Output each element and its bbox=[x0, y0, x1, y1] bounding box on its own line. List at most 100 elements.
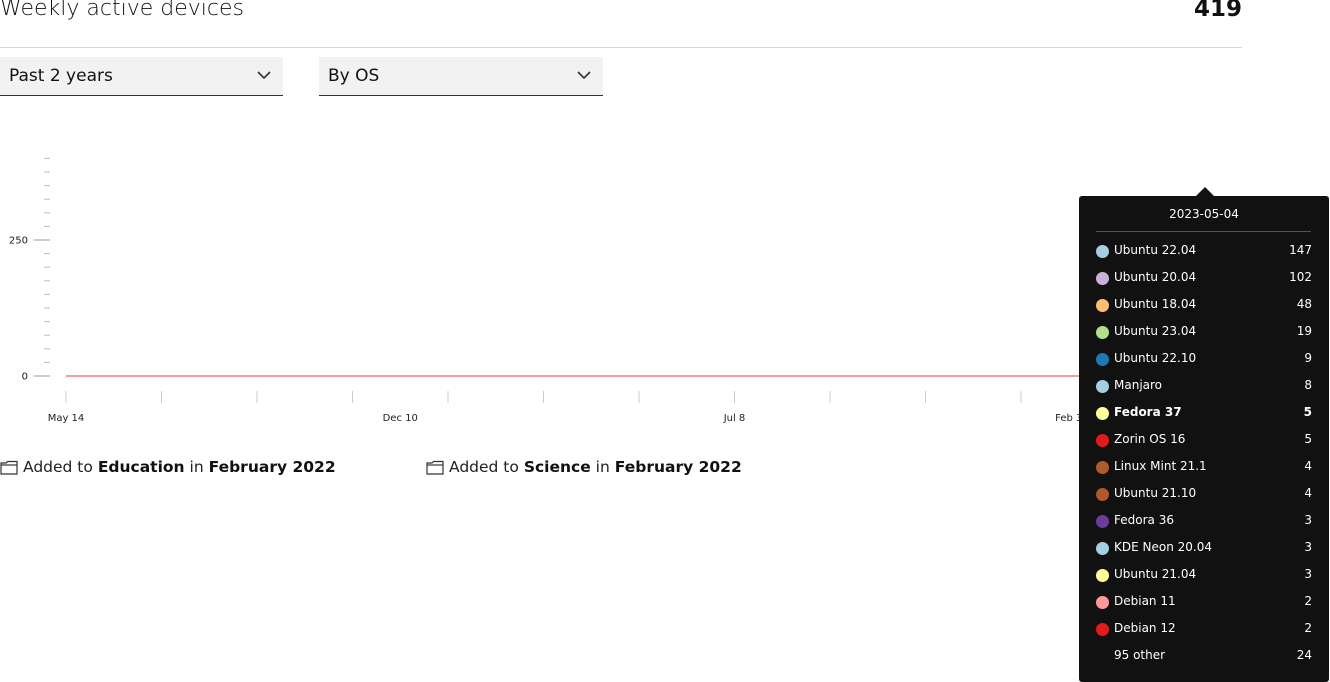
area-series-7 bbox=[65, 373, 1230, 377]
chart-tooltip: 2023-05-04 Ubuntu 22.04 147 Ubuntu 20.04 10… bbox=[1079, 187, 1329, 682]
annotation-category: Education bbox=[97, 458, 185, 476]
legend-swatch bbox=[1096, 353, 1109, 366]
tooltip-series-name: Ubuntu 21.04 bbox=[1114, 567, 1197, 581]
tooltip-series-value: 3 bbox=[1304, 567, 1312, 581]
annotation-mid: in bbox=[189, 458, 204, 476]
chevron-down-icon bbox=[257, 71, 271, 80]
area-series-13 bbox=[65, 373, 1230, 377]
tooltip-series-value: 8 bbox=[1304, 378, 1312, 392]
tooltip-series-name: Debian 11 bbox=[1114, 594, 1176, 608]
time-range-select[interactable]: Past 2 years bbox=[0, 57, 283, 96]
annotation-date: February 2022 bbox=[614, 458, 742, 476]
legend-swatch bbox=[1096, 326, 1109, 339]
x-axis: May 14 Dec 10 Jul 8 Feb 3 bbox=[48, 391, 1117, 424]
total-count: 419 bbox=[1193, 0, 1242, 22]
tooltip-row: Ubuntu 22.04 147 bbox=[1096, 243, 1312, 261]
tooltip-series-value: 9 bbox=[1304, 351, 1312, 365]
area-series-15 bbox=[65, 373, 1230, 377]
folder-icon bbox=[0, 460, 18, 475]
tooltip-row: Linux Mint 21.1 4 bbox=[1096, 459, 1312, 477]
y-axis: 0 250 bbox=[9, 157, 50, 383]
area-series-10 bbox=[65, 373, 1230, 377]
area-series-1 bbox=[65, 373, 1230, 377]
tooltip-series-value: 102 bbox=[1289, 270, 1312, 284]
area-series-3 bbox=[65, 373, 1230, 377]
tooltip-series-name: Ubuntu 21.10 bbox=[1114, 486, 1197, 500]
annotation-education: Added to Education in February 2022 bbox=[0, 458, 336, 476]
tooltip-row: 95 other 24 bbox=[1096, 648, 1312, 666]
area-series-14 bbox=[65, 373, 1230, 377]
tooltip-series-value: 19 bbox=[1296, 324, 1312, 338]
legend-swatch bbox=[1096, 407, 1109, 420]
tooltip-row: Debian 12 2 bbox=[1096, 621, 1312, 639]
stacked-area-chart[interactable]: 0 250 May 14 Dec 10 Jul 8 Feb 3 bbox=[0, 130, 1230, 430]
tooltip-series-value: 147 bbox=[1289, 243, 1312, 257]
annotation-prefix: Added to bbox=[23, 458, 93, 476]
legend-swatch bbox=[1096, 272, 1109, 285]
annotation-prefix: Added to bbox=[449, 458, 519, 476]
area-series bbox=[65, 373, 1230, 377]
tooltip-caret bbox=[1196, 187, 1214, 196]
folder-icon bbox=[426, 460, 444, 475]
area-series-2 bbox=[65, 373, 1230, 377]
legend-swatch bbox=[1096, 596, 1109, 609]
annotation-date: February 2022 bbox=[208, 458, 336, 476]
tooltip-series-name: Fedora 37 bbox=[1114, 405, 1182, 419]
x-tick-label: Dec 10 bbox=[383, 413, 418, 424]
tooltip-row: Debian 11 2 bbox=[1096, 594, 1312, 612]
page-title: Weekly active devices bbox=[0, 0, 244, 21]
chevron-down-icon bbox=[577, 71, 591, 80]
tooltip-series-name: Ubuntu 22.10 bbox=[1114, 351, 1197, 365]
tooltip-series-name: Ubuntu 23.04 bbox=[1114, 324, 1197, 338]
area-series-11 bbox=[65, 373, 1230, 377]
tooltip-series-value: 48 bbox=[1296, 297, 1312, 311]
tooltip-series-name: Ubuntu 20.04 bbox=[1114, 270, 1197, 284]
annotation-mid: in bbox=[595, 458, 610, 476]
legend-swatch bbox=[1096, 488, 1109, 501]
tooltip-series-value: 5 bbox=[1304, 432, 1312, 446]
tooltip-row: Ubuntu 20.04 102 bbox=[1096, 270, 1312, 288]
y-tick-label: 0 bbox=[22, 372, 28, 383]
legend-swatch bbox=[1096, 461, 1109, 474]
tooltip-series-name: Debian 12 bbox=[1114, 621, 1176, 635]
legend-swatch bbox=[1096, 380, 1109, 393]
tooltip-series-value: 24 bbox=[1296, 648, 1312, 662]
tooltip-row: Manjaro 8 bbox=[1096, 378, 1312, 396]
group-by-value: By OS bbox=[328, 66, 380, 86]
tooltip-row: Ubuntu 21.10 4 bbox=[1096, 486, 1312, 504]
y-tick-label: 250 bbox=[9, 236, 28, 247]
tooltip-series-name: Fedora 36 bbox=[1114, 513, 1174, 527]
annotation-category: Science bbox=[523, 458, 591, 476]
tooltip-series-name: Ubuntu 22.04 bbox=[1114, 243, 1197, 257]
tooltip-series-name: Zorin OS 16 bbox=[1114, 432, 1186, 446]
area-series-4 bbox=[65, 373, 1230, 377]
tooltip-row: Ubuntu 22.10 9 bbox=[1096, 351, 1312, 369]
tooltip-divider bbox=[1096, 231, 1311, 232]
area-series-0 bbox=[65, 375, 1230, 377]
tooltip-series-value: 3 bbox=[1304, 540, 1312, 554]
legend-swatch bbox=[1096, 623, 1109, 636]
tooltip-series-name: KDE Neon 20.04 bbox=[1114, 540, 1212, 554]
x-tick-label: Jul 8 bbox=[723, 413, 746, 424]
x-tick-label: Feb 3 bbox=[1055, 413, 1082, 424]
annotation-science: Added to Science in February 2022 bbox=[426, 458, 742, 476]
tooltip-row: Zorin OS 16 5 bbox=[1096, 432, 1312, 450]
tooltip-row: KDE Neon 20.04 3 bbox=[1096, 540, 1312, 558]
tooltip-row: Ubuntu 18.04 48 bbox=[1096, 297, 1312, 315]
tooltip-row: Ubuntu 21.04 3 bbox=[1096, 567, 1312, 585]
tooltip-row: Ubuntu 23.04 19 bbox=[1096, 324, 1312, 342]
tooltip-series-value: 2 bbox=[1304, 621, 1312, 635]
group-by-select[interactable]: By OS bbox=[319, 57, 603, 96]
tooltip-row: Fedora 36 3 bbox=[1096, 513, 1312, 531]
area-series-5 bbox=[65, 373, 1230, 377]
tooltip-series-value: 4 bbox=[1304, 459, 1312, 473]
legend-swatch bbox=[1096, 434, 1109, 447]
area-series-6 bbox=[65, 373, 1230, 377]
header: Weekly active devices 419 bbox=[0, 0, 1242, 48]
tooltip-series-value: 5 bbox=[1303, 405, 1312, 419]
tooltip-series-value: 4 bbox=[1304, 486, 1312, 500]
tooltip-date: 2023-05-04 bbox=[1169, 207, 1239, 221]
area-series-12 bbox=[65, 373, 1230, 377]
tooltip-series-name: Linux Mint 21.1 bbox=[1114, 459, 1207, 473]
tooltip-series-value: 3 bbox=[1304, 513, 1312, 527]
